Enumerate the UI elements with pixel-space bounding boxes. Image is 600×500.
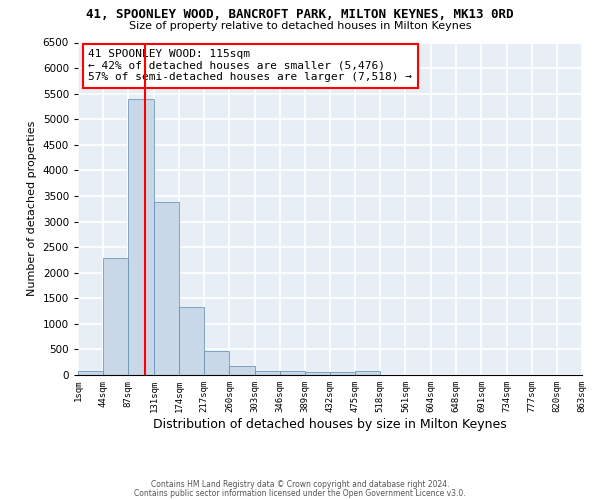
Bar bbox=[305, 372, 330, 375]
Bar bbox=[128, 99, 154, 375]
Bar bbox=[254, 371, 280, 375]
Bar bbox=[179, 307, 204, 375]
Bar bbox=[78, 371, 103, 375]
Text: 41, SPOONLEY WOOD, BANCROFT PARK, MILTON KEYNES, MK13 0RD: 41, SPOONLEY WOOD, BANCROFT PARK, MILTON… bbox=[86, 8, 514, 20]
Y-axis label: Number of detached properties: Number of detached properties bbox=[27, 121, 37, 296]
X-axis label: Distribution of detached houses by size in Milton Keynes: Distribution of detached houses by size … bbox=[153, 418, 507, 430]
Bar bbox=[330, 372, 355, 375]
Bar bbox=[204, 351, 229, 375]
Text: Contains public sector information licensed under the Open Government Licence v3: Contains public sector information licen… bbox=[134, 488, 466, 498]
Bar bbox=[355, 371, 380, 375]
Text: Contains HM Land Registry data © Crown copyright and database right 2024.: Contains HM Land Registry data © Crown c… bbox=[151, 480, 449, 489]
Text: Size of property relative to detached houses in Milton Keynes: Size of property relative to detached ho… bbox=[129, 21, 471, 31]
Bar bbox=[154, 202, 179, 375]
Text: 41 SPOONLEY WOOD: 115sqm
← 42% of detached houses are smaller (5,476)
57% of sem: 41 SPOONLEY WOOD: 115sqm ← 42% of detach… bbox=[88, 49, 412, 82]
Bar bbox=[229, 366, 254, 375]
Bar bbox=[280, 371, 305, 375]
Bar bbox=[103, 258, 128, 375]
